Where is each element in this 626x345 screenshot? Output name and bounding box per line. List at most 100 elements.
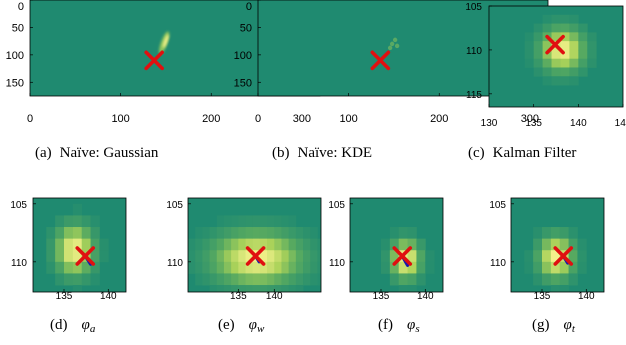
heat-cell (216, 250, 225, 263)
x-tick-label: 100 (339, 113, 357, 125)
heat-cell (550, 227, 561, 240)
heat-cell (72, 227, 83, 240)
heat-cell (274, 273, 282, 286)
heat-cell (568, 261, 578, 274)
heat-cell (267, 227, 275, 240)
heat-cell (381, 238, 391, 251)
heatmap (524, 227, 587, 292)
heat-cell (551, 76, 561, 86)
caption-tag: (c) (468, 145, 485, 161)
heat-cell (407, 250, 417, 263)
heat-cell (542, 23, 552, 33)
heat-cell (288, 285, 297, 292)
heat-cell (533, 238, 543, 251)
heat-cell (551, 67, 561, 77)
heatmap (381, 227, 435, 292)
caption-tag: (g) (532, 317, 550, 333)
heat-cell (560, 67, 570, 77)
heat-cell (231, 215, 239, 228)
heat-cell (587, 58, 597, 68)
heat-cell (245, 227, 254, 240)
heat-cell (560, 58, 570, 68)
heat-cell (524, 58, 535, 68)
heat-cell (90, 238, 100, 251)
heat-cell (389, 250, 400, 263)
heat-cell (231, 250, 239, 263)
heat-cell (569, 49, 579, 60)
x-tick-label: 0 (27, 113, 33, 125)
heat-cell (223, 215, 232, 228)
heat-cell (259, 261, 268, 274)
heat-cell (81, 273, 91, 286)
heat-cell (223, 238, 232, 251)
heat-cell (310, 227, 318, 240)
heat-speck (389, 41, 395, 47)
heat-cell (259, 227, 268, 240)
heat-cell (551, 32, 561, 42)
heat-cell (188, 238, 196, 251)
caption-e: (e) φw (218, 317, 265, 335)
heat-cell (416, 250, 426, 263)
heat-cell (542, 250, 552, 263)
caption-tag: (a) (35, 145, 52, 161)
panel-d: 135 140 105 110 (d) φa (10, 197, 127, 335)
heat-cell (587, 41, 597, 51)
heat-cell (202, 250, 210, 263)
panel-c: 130 135 140 145 105 110 115 (c) Kalman Filter (465, 2, 626, 161)
heat-cell (568, 227, 578, 240)
heat-cell (252, 238, 261, 251)
heat-cell (533, 41, 543, 51)
heat-cell (99, 250, 109, 263)
heat-cell (407, 273, 417, 286)
heat-cell (533, 58, 543, 68)
heat-cell (569, 67, 579, 77)
heat-cell (560, 14, 570, 24)
heat-cell (90, 215, 100, 228)
y-tick-label: 110 (466, 46, 482, 57)
x-tick-label: 200 (430, 113, 448, 125)
heat-cell (550, 250, 561, 263)
heat-cell (587, 32, 597, 42)
heat-cell (303, 273, 311, 286)
caption-subscript: w (257, 323, 265, 335)
x-tick-label: 130 (481, 118, 498, 129)
heat-cell (231, 238, 239, 251)
heat-cell (560, 41, 570, 51)
heat-cell (398, 285, 408, 292)
heat-cell (274, 215, 282, 228)
x-tick-label: 100 (111, 113, 129, 125)
heat-cell (568, 273, 578, 286)
heat-cell (533, 227, 543, 240)
heat-cell (223, 261, 232, 274)
heat-cell (245, 285, 254, 292)
caption-c: (c) Kalman Filter (468, 145, 576, 161)
heat-cell (303, 261, 311, 274)
caption-symbol: φ (82, 317, 90, 333)
heat-cell (238, 273, 246, 286)
y-tick-label: 100 (6, 50, 24, 62)
heat-cell (267, 273, 275, 286)
caption-text: Naïve: Gaussian (60, 145, 159, 161)
heat-cell (317, 273, 321, 286)
heat-cell (542, 261, 552, 274)
heat-speck (387, 45, 393, 51)
heat-cell (81, 238, 91, 251)
heat-cell (560, 76, 570, 86)
heat-cell (587, 49, 597, 60)
heat-cell (81, 261, 91, 274)
heat-speck (394, 43, 400, 49)
heat-cell (578, 32, 588, 42)
heat-cell (578, 58, 588, 68)
heat-cell (238, 250, 246, 263)
heat-cell (295, 238, 304, 251)
heat-cell (274, 250, 282, 263)
panel-g: 135 140 105 110 (g) φt (489, 197, 605, 335)
caption-g: (g) φt (532, 317, 576, 335)
heat-cell (202, 261, 210, 274)
heat-streak-core (162, 34, 169, 48)
y-tick-label: 150 (6, 77, 24, 89)
heat-cell (195, 261, 203, 274)
heat-cell (559, 227, 569, 240)
y-tick-label: 150 (234, 77, 252, 89)
heat-cell (90, 261, 100, 274)
